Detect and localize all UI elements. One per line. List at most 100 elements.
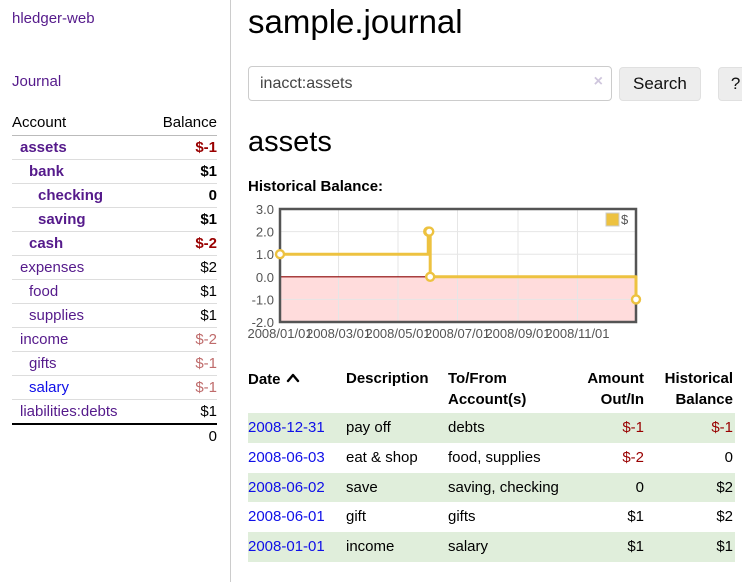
account-link[interactable]: bank xyxy=(29,163,65,180)
svg-text:1.0: 1.0 xyxy=(256,247,274,262)
chart-title: Historical Balance: xyxy=(248,178,384,195)
transaction-date-link[interactable]: 2008-06-03 xyxy=(248,448,325,466)
account-name-cell: food xyxy=(12,279,148,304)
account-name-cell: expenses xyxy=(12,255,148,280)
account-row: income $-2 xyxy=(12,327,217,352)
transaction-date-link[interactable]: 2008-12-31 xyxy=(248,419,325,436)
account-row: salary $-1 xyxy=(12,375,217,400)
account-row: checking 0 xyxy=(12,183,217,208)
transaction-row[interactable]: 2008-06-03 eat & shop food, supplies $-2 0 xyxy=(248,443,735,473)
account-link[interactable]: checking xyxy=(38,187,104,204)
account-link[interactable]: liabilities:debts xyxy=(20,403,118,420)
transaction-amount: $1 xyxy=(627,538,644,555)
transaction-row[interactable]: 2008-12-31 pay off debts $-1 $-1 xyxy=(248,413,735,443)
svg-text:2008/11/01: 2008/11/01 xyxy=(545,326,609,341)
transaction-accounts: gifts xyxy=(448,508,476,526)
register-column-header[interactable]: Date xyxy=(248,366,346,413)
transaction-balance: $1 xyxy=(716,538,733,555)
register-column-label: Historical Balance xyxy=(664,370,733,408)
account-balance: $-1 xyxy=(147,375,217,400)
transaction-accounts: food, supplies xyxy=(448,448,541,466)
account-row: gifts $-1 xyxy=(12,351,217,376)
transaction-date-cell: 2008-06-01 xyxy=(248,502,346,532)
sidebar: hledger-web Journal Account Balance asse… xyxy=(0,0,231,582)
help-button[interactable]: ? xyxy=(717,66,742,101)
account-balance: $2 xyxy=(147,255,217,280)
account-row: supplies $1 xyxy=(12,303,217,328)
register-table-body: 2008-12-31 pay off debts $-1 $-1 2008-06-03 ea… xyxy=(248,413,735,562)
sort-asc-icon xyxy=(286,370,300,387)
app-title-link[interactable]: hledger-web xyxy=(12,10,95,27)
account-link[interactable]: saving xyxy=(38,211,86,228)
account-balance: $1 xyxy=(147,159,217,184)
account-row: assets $-1 xyxy=(12,135,217,160)
transaction-accounts: salary xyxy=(448,538,489,555)
account-row: cash $-2 xyxy=(12,231,217,256)
account-balance: $-2 xyxy=(147,231,217,256)
account-row: expenses $2 xyxy=(12,255,217,280)
transaction-date-link[interactable]: 2008-06-02 xyxy=(248,478,325,496)
balance-column-header: Balance xyxy=(147,111,217,136)
clear-search-icon[interactable]: × xyxy=(593,73,603,90)
transaction-date-cell: 2008-06-02 xyxy=(248,473,346,503)
accounts-total-value: 0 xyxy=(147,423,217,448)
main-content: sample.journal × Search ? assets Histori… xyxy=(231,0,742,582)
account-column-header: Account xyxy=(12,111,148,136)
register-column-header: Amount Out/In xyxy=(567,366,646,413)
account-link[interactable]: salary xyxy=(29,379,70,396)
transaction-balance: $-1 xyxy=(711,419,733,436)
account-name-cell: supplies xyxy=(12,303,148,328)
svg-text:0.0: 0.0 xyxy=(256,270,274,285)
register-column-label: To/From Account(s) xyxy=(448,370,527,408)
account-name-cell: cash xyxy=(12,231,148,256)
account-link[interactable]: food xyxy=(29,283,59,300)
search-input[interactable] xyxy=(248,66,612,101)
transaction-balance: $2 xyxy=(716,508,733,526)
chart-canvas: 3.0 2.0 1.0 0.0 -1.0 -2.02008/01/012008/03/01… xyxy=(247,202,642,341)
transaction-row[interactable]: 2008-06-01 gift gifts $1 $2 xyxy=(248,502,735,532)
account-link[interactable]: expenses xyxy=(20,259,85,276)
account-heading: assets xyxy=(248,126,332,158)
account-link[interactable]: gifts xyxy=(29,355,57,372)
transaction-date-link[interactable]: 2008-01-01 xyxy=(248,538,325,555)
register-column-header: Historical Balance xyxy=(646,366,735,413)
register-table: Date Description To/From Account(s) Amount … xyxy=(248,366,735,562)
transaction-accounts: saving, checking xyxy=(448,478,559,496)
accounts-table-body: assets $-1 bank $1 checking 0 saving $1 cash $-2 e… xyxy=(12,135,217,425)
account-row: saving $1 xyxy=(12,207,217,232)
transaction-row[interactable]: 2008-01-01 income salary $1 $1 xyxy=(248,532,735,562)
transaction-row[interactable]: 2008-06-02 save saving, checking 0 $2 xyxy=(248,472,735,503)
register-column-header: To/From Account(s) xyxy=(448,366,567,413)
account-link[interactable]: assets xyxy=(20,139,67,156)
account-balance: $1 xyxy=(147,399,217,425)
search-button[interactable]: Search xyxy=(619,66,701,101)
transaction-date-link[interactable]: 2008-06-01 xyxy=(248,508,325,526)
account-name-cell: saving xyxy=(12,207,148,232)
account-link[interactable]: income xyxy=(20,331,69,348)
transaction-amount: $-2 xyxy=(622,448,644,466)
page-title: sample.journal xyxy=(248,3,463,40)
transaction-date-cell: 2008-06-03 xyxy=(248,443,346,473)
accounts-total-spacer xyxy=(12,423,148,448)
accounts-total-row: 0 xyxy=(12,423,217,448)
register-column-header: Description xyxy=(346,366,448,413)
svg-text:3.0: 3.0 xyxy=(256,202,274,217)
account-name-cell: liabilities:debts xyxy=(12,399,148,425)
account-name-cell: bank xyxy=(12,159,148,184)
transaction-amount: $-1 xyxy=(622,419,644,436)
transaction-date-cell: 2008-01-01 xyxy=(248,532,346,562)
account-balance: $1 xyxy=(147,207,217,232)
account-name-cell: assets xyxy=(12,135,148,160)
register-header-row: Date Description To/From Account(s) Amount … xyxy=(248,366,735,413)
account-name-cell: income xyxy=(12,327,148,352)
account-balance: $-2 xyxy=(147,327,217,352)
sidebar-item-journal[interactable]: Journal xyxy=(12,73,62,90)
account-link[interactable]: supplies xyxy=(29,307,85,324)
svg-text:-1.0: -1.0 xyxy=(252,292,274,307)
accounts-table-header-row: Account Balance xyxy=(12,111,217,136)
account-link[interactable]: cash xyxy=(29,235,64,252)
account-name-cell: gifts xyxy=(12,351,148,376)
search-input-wrap: × xyxy=(248,66,612,101)
transaction-balance: 0 xyxy=(724,448,733,466)
transaction-description: eat & shop xyxy=(346,448,418,466)
